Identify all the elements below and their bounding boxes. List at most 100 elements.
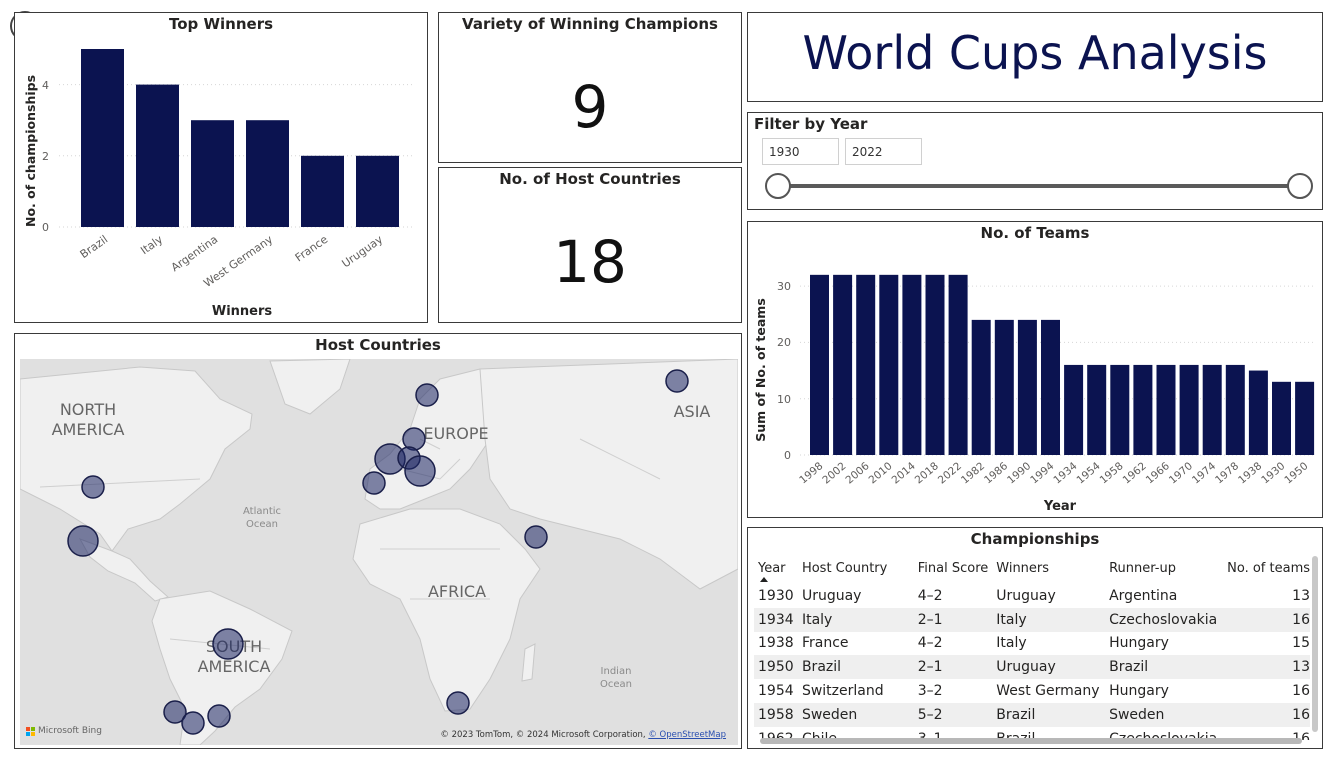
teams-bar[interactable] bbox=[879, 274, 899, 455]
table-row[interactable]: 1958 Sweden 5–2 Brazil Sweden 16 bbox=[754, 702, 1310, 727]
teams-bar[interactable] bbox=[1225, 364, 1245, 455]
teams-bar[interactable] bbox=[1202, 364, 1222, 455]
asia-land bbox=[479, 359, 738, 590]
cell-score: 4–2 bbox=[917, 635, 943, 652]
teams-bar[interactable] bbox=[1156, 364, 1176, 455]
teams-x-tick-label: 1998 bbox=[797, 460, 825, 486]
teams-bar[interactable] bbox=[971, 319, 991, 455]
map-label-indian-1: Indian bbox=[601, 666, 632, 677]
attribution-text: © 2023 TomTom, © 2024 Microsoft Corporat… bbox=[440, 730, 646, 740]
column-header-winners[interactable]: Winners bbox=[996, 560, 1050, 576]
column-header-host-country[interactable]: Host Country bbox=[801, 560, 888, 576]
table-row[interactable]: 1930 Uruguay 4–2 Uruguay Argentina 13 bbox=[754, 584, 1310, 608]
cell-teams: 15 bbox=[1292, 635, 1310, 652]
winners-bar[interactable] bbox=[301, 155, 344, 227]
map-label-atlantic-1: Atlantic bbox=[243, 506, 281, 517]
map-bubble[interactable] bbox=[212, 628, 244, 660]
teams-bar[interactable] bbox=[1295, 381, 1315, 455]
teams-bar[interactable] bbox=[1248, 370, 1268, 455]
teams-bar[interactable] bbox=[994, 319, 1014, 455]
cell-teams: 16 bbox=[1292, 683, 1310, 700]
championships-table-panel: Championships Year Host Country Final Sc… bbox=[747, 527, 1323, 749]
winners-bar[interactable] bbox=[191, 120, 234, 227]
table-row[interactable]: 1950 Brazil 2–1 Uruguay Brazil 13 bbox=[754, 655, 1310, 680]
map-label-south-america-2: AMERICA bbox=[198, 657, 271, 676]
year-slider-track[interactable] bbox=[778, 184, 1300, 188]
map-bubble[interactable] bbox=[415, 383, 439, 407]
cell-year: 1958 bbox=[758, 706, 794, 723]
winners-bar[interactable] bbox=[81, 49, 124, 227]
teams-bar[interactable] bbox=[1272, 381, 1291, 455]
map-bubble[interactable] bbox=[524, 525, 548, 549]
teams-bar[interactable] bbox=[902, 274, 922, 455]
map-bubble[interactable] bbox=[446, 691, 470, 715]
map-bubble[interactable] bbox=[404, 455, 436, 487]
winners-y-tick-4: 4 bbox=[42, 79, 49, 92]
teams-y-tick-20: 20 bbox=[777, 336, 791, 349]
teams-y-tick-0: 0 bbox=[784, 449, 791, 462]
teams-bar[interactable] bbox=[1110, 364, 1130, 455]
map-canvas[interactable]: NORTH AMERICA EUROPE ASIA AFRICA SOUTH A… bbox=[20, 359, 738, 745]
table-horizontal-scrollbar[interactable] bbox=[760, 738, 1302, 744]
cell-winner: Italy bbox=[996, 611, 1027, 628]
map-bubble[interactable] bbox=[362, 471, 386, 495]
table-row[interactable]: 1938 France 4–2 Italy Hungary 15 bbox=[754, 632, 1310, 656]
map-bubble[interactable] bbox=[81, 475, 105, 499]
cell-teams: 13 bbox=[1292, 659, 1310, 676]
teams-x-tick-label: 1950 bbox=[1282, 460, 1310, 486]
year-from-input[interactable]: 1930 bbox=[762, 138, 839, 165]
table-row[interactable]: 1954 Switzerland 3–2 West Germany Hungary 16 bbox=[754, 679, 1310, 703]
teams-bar[interactable] bbox=[1064, 364, 1084, 455]
year-to-input[interactable]: 2022 bbox=[845, 138, 922, 165]
teams-bar[interactable] bbox=[833, 274, 853, 455]
teams-bar[interactable] bbox=[948, 274, 968, 455]
sort-ascending-icon bbox=[760, 577, 768, 582]
teams-x-tick-label: 1958 bbox=[1098, 460, 1126, 486]
teams-bar[interactable] bbox=[1179, 364, 1199, 455]
teams-bar[interactable] bbox=[1087, 364, 1107, 455]
cell-runner-up: Czechoslovakia bbox=[1109, 611, 1218, 628]
map-label-north-america-1: NORTH bbox=[60, 400, 116, 419]
teams-bar[interactable] bbox=[1133, 364, 1153, 455]
map-bubble[interactable] bbox=[67, 525, 99, 557]
cell-host: Italy bbox=[801, 611, 833, 628]
cell-runner-up: Hungary bbox=[1109, 635, 1169, 652]
table-vertical-scrollbar[interactable] bbox=[1312, 556, 1318, 732]
year-filter-panel: Filter by Year 1930 2022 bbox=[747, 112, 1323, 210]
map-bubble[interactable] bbox=[163, 700, 187, 724]
winners-x-tick-label: Argentina bbox=[169, 233, 220, 274]
cell-runner-up: Argentina bbox=[1109, 587, 1178, 604]
teams-x-tick-label: 1930 bbox=[1259, 460, 1287, 486]
teams-x-tick-label: 1966 bbox=[1144, 460, 1172, 487]
map-bubble[interactable] bbox=[207, 704, 231, 728]
year-slider-start-handle[interactable] bbox=[765, 173, 791, 199]
table-row[interactable]: 1934 Italy 2–1 Italy Czechoslovakia 16 bbox=[754, 607, 1310, 632]
map-bubble[interactable] bbox=[181, 711, 205, 735]
column-header-final-score[interactable]: Final Score bbox=[917, 560, 989, 576]
teams-bar[interactable] bbox=[810, 274, 829, 455]
cell-teams: 13 bbox=[1292, 587, 1310, 604]
cell-score: 4–2 bbox=[917, 587, 943, 604]
teams-bar[interactable] bbox=[1041, 319, 1060, 455]
winners-bar[interactable] bbox=[246, 120, 289, 227]
variety-card: Variety of Winning Champions 9 bbox=[438, 12, 742, 163]
cell-teams: 16 bbox=[1292, 730, 1310, 740]
teams-bar[interactable] bbox=[925, 274, 945, 455]
winners-bar[interactable] bbox=[136, 84, 179, 227]
world-map[interactable]: NORTH AMERICA EUROPE ASIA AFRICA SOUTH A… bbox=[20, 359, 738, 745]
winners-bar[interactable] bbox=[356, 155, 399, 227]
year-slider-end-handle[interactable] bbox=[1287, 173, 1313, 199]
teams-chart-title: No. of Teams bbox=[980, 224, 1090, 242]
championships-table: Year Host Country Final Score Winners Ru… bbox=[754, 552, 1310, 740]
map-label-africa: AFRICA bbox=[428, 582, 486, 601]
openstreetmap-link[interactable]: © OpenStreetMap bbox=[648, 730, 726, 740]
map-bubble[interactable] bbox=[665, 369, 689, 393]
column-header-year[interactable]: Year bbox=[754, 552, 798, 584]
cell-runner-up: Sweden bbox=[1109, 706, 1165, 723]
map-label-indian-2: Ocean bbox=[600, 679, 632, 690]
column-header-no-of-teams[interactable]: No. of teams bbox=[1227, 560, 1310, 576]
teams-bar[interactable] bbox=[856, 274, 876, 455]
table-row[interactable]: 1962 Chile 3–1 Brazil Czechoslovakia 16 bbox=[754, 727, 1310, 740]
column-header-runner-up[interactable]: Runner-up bbox=[1109, 560, 1176, 576]
teams-bar[interactable] bbox=[1017, 319, 1037, 455]
